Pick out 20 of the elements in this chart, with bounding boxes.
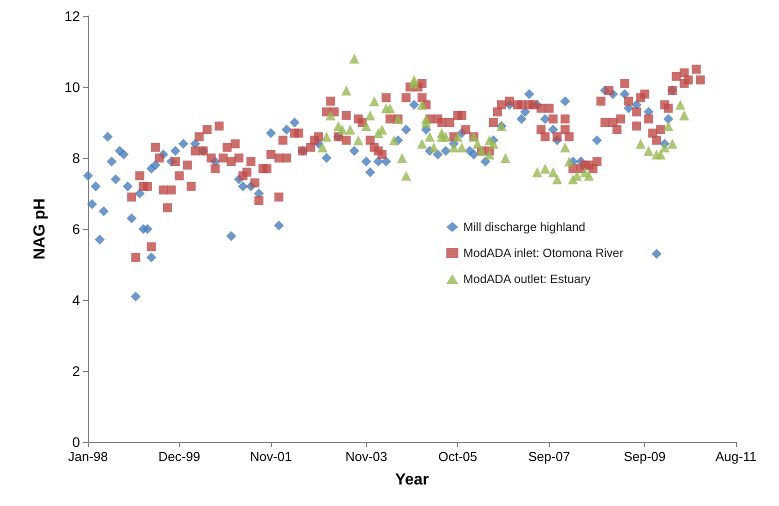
- y-tick-label: 12: [64, 8, 80, 24]
- x-tick-label: Sep-07: [528, 449, 570, 464]
- legend-label: ModADA outlet: Estuary: [463, 272, 591, 286]
- legend-label: Mill discharge highland: [463, 220, 586, 234]
- y-tick-label: 4: [72, 292, 80, 308]
- y-tick-label: 10: [64, 79, 80, 95]
- x-tick-label: Nov-01: [250, 449, 292, 464]
- legend-label: ModADA inlet: Otomona River: [463, 246, 624, 260]
- x-tick-label: Dec-99: [158, 449, 200, 464]
- x-axis-title: Year: [395, 472, 429, 488]
- x-tick-label: Jan-98: [68, 449, 108, 464]
- x-tick-label: Sep-09: [624, 449, 666, 464]
- y-axis-title: NAG pH: [32, 198, 48, 260]
- y-tick-label: 2: [72, 363, 80, 379]
- x-tick-label: Nov-03: [345, 449, 388, 464]
- x-tick-label: Aug-11: [716, 449, 756, 464]
- y-tick-label: 0: [72, 434, 80, 450]
- y-tick-label: 6: [72, 221, 80, 237]
- y-tick-label: 8: [72, 150, 80, 166]
- x-tick-label: Oct-05: [438, 449, 478, 464]
